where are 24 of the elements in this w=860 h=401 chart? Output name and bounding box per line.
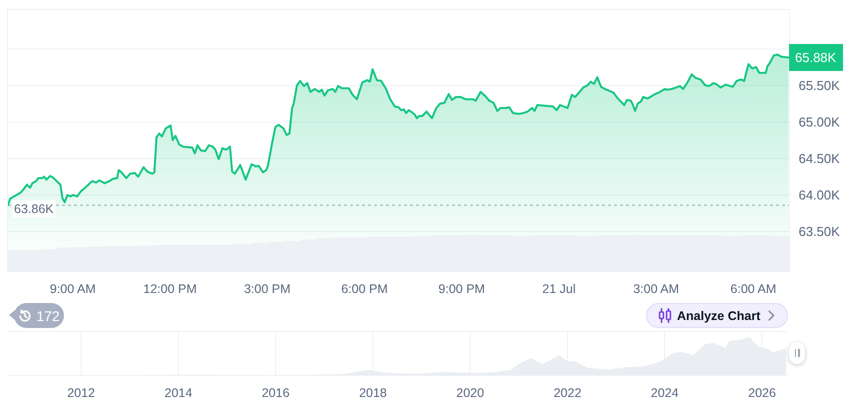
- x-tick-label: 6:00 PM: [341, 282, 388, 296]
- x-tick-label: 2014: [164, 386, 192, 400]
- annotation: 65.88K: [795, 50, 837, 65]
- x-tick-label: 9:00 AM: [50, 282, 96, 296]
- ref-line-label: 63.86K: [14, 202, 54, 216]
- y-tick-label: 65.50K: [798, 78, 840, 93]
- button: Analyze Chart: [646, 303, 788, 328]
- x-tick-label: 2020: [456, 386, 484, 400]
- x-tick-label: 3:00 AM: [633, 282, 680, 296]
- x-tick-label: 2012: [67, 386, 96, 400]
- x-tick-label: 2022: [554, 386, 582, 400]
- x-tick-label: 2016: [262, 386, 290, 400]
- x-tick-label: 9:00 PM: [438, 282, 485, 296]
- x-tick-label: 6:00 AM: [730, 282, 776, 296]
- y-tick-label: 64.50K: [798, 150, 840, 166]
- x-tick-label: 2024: [650, 386, 679, 400]
- y-tick-label: 65.00K: [798, 114, 840, 130]
- x-tick-label: 2018: [359, 386, 387, 400]
- y-tick-label: 63.50K: [798, 224, 840, 240]
- y-tick-label: 64.00K: [798, 188, 840, 203]
- x-tick-label: 21 Jul: [542, 282, 576, 296]
- x-tick-label: 3:00 PM: [244, 282, 291, 296]
- x-tick-label: 2026: [748, 386, 776, 400]
- x-tick-label: 12:00 PM: [143, 282, 197, 296]
